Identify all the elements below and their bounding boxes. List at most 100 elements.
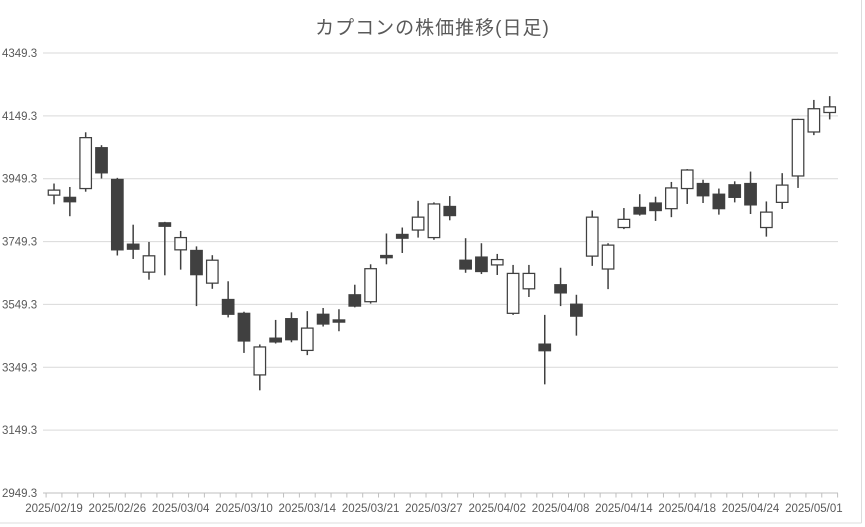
candle-body-bearish xyxy=(95,147,108,174)
candle-2025/04/01 xyxy=(475,243,488,275)
candle-body-bearish xyxy=(649,202,662,212)
x-tick-label: 2025/03/27 xyxy=(405,503,463,515)
candle-2025/03/18 xyxy=(332,309,346,332)
candle-2025/04/15 xyxy=(633,194,647,216)
candle-2025/03/05 xyxy=(190,246,203,307)
candle-body-bullish xyxy=(585,216,599,257)
candles xyxy=(47,96,837,391)
candle-body-bearish xyxy=(459,259,472,270)
candle-body-bullish xyxy=(775,184,789,204)
x-axis-ticks xyxy=(45,493,839,498)
candle-body-bearish xyxy=(332,319,346,323)
y-tick-label: 3149.3 xyxy=(2,425,37,437)
candle-body-bearish xyxy=(348,294,362,307)
candle-body-bearish xyxy=(158,222,172,227)
candle-2025/04/23 xyxy=(728,181,742,203)
candle-body-bearish xyxy=(63,196,77,203)
candle-body-bearish xyxy=(316,313,330,325)
candle-2025/02/27 xyxy=(126,224,140,259)
x-tick-label: 2025/03/04 xyxy=(152,503,210,515)
candle-body-bearish xyxy=(285,318,298,341)
candle-body-bullish xyxy=(617,218,631,229)
candle-body-bullish xyxy=(807,108,821,133)
candle-body-bullish xyxy=(791,118,805,177)
candle-2025/03/14 xyxy=(300,311,314,356)
candle-body-bearish xyxy=(728,184,742,198)
x-axis-labels: 2025/02/19 2025/02/26 2025/03/04 2025/03/10… xyxy=(25,503,842,515)
y-tick-label: 4149.3 xyxy=(2,111,37,123)
x-tick-label: 2025/03/10 xyxy=(215,503,273,515)
candle-2025/05/01 xyxy=(807,99,821,136)
x-tick-label: 2025/04/02 xyxy=(468,503,526,515)
chart-title: カプコンの株価推移(日足) xyxy=(315,18,550,39)
candle-body-bearish xyxy=(237,312,251,342)
candle-2025/03/25 xyxy=(395,227,409,253)
candle-2025/03/04 xyxy=(174,230,188,270)
x-tick-label: 2025/03/14 xyxy=(279,503,337,515)
candle-body-bullish xyxy=(427,203,441,239)
candle-2025/03/06 xyxy=(205,255,219,289)
candle-2025/03/17 xyxy=(316,307,330,327)
candle-body-bearish xyxy=(269,337,283,343)
candle-2025/04/16 xyxy=(649,196,662,221)
candle-2025/04/25 xyxy=(759,201,773,237)
candle-2025/03/07 xyxy=(221,281,235,318)
candle-2025/03/28 xyxy=(443,196,457,221)
y-tick-label: 3749.3 xyxy=(2,237,37,249)
x-tick-label: 2025/02/26 xyxy=(89,503,147,515)
candle-2025/03/24 xyxy=(380,233,393,265)
candle-body-bullish xyxy=(490,258,504,266)
candle-2025/03/19 xyxy=(348,284,362,308)
x-tick-label: 2025/04/24 xyxy=(722,503,780,515)
candle-body-bearish xyxy=(554,284,567,294)
candle-body-bearish xyxy=(380,254,393,259)
candle-2025/04/03 xyxy=(506,264,520,315)
candle-2025/04/11 xyxy=(601,243,615,290)
candle-body-bearish xyxy=(744,182,757,206)
candle-2025/03/10 xyxy=(237,311,251,353)
candle-body-bullish xyxy=(174,236,188,251)
x-tick-label: 2025/04/08 xyxy=(532,503,590,515)
candle-2025/04/09 xyxy=(570,294,583,336)
candle-2025/04/24 xyxy=(744,171,757,215)
candle-2025/04/07 xyxy=(538,314,552,385)
candle-body-bullish xyxy=(680,169,694,190)
candle-2025/02/19 xyxy=(47,183,61,205)
candle-2025/03/03 xyxy=(158,221,172,276)
candle-2025/03/31 xyxy=(459,238,472,273)
candle-body-bullish xyxy=(142,255,156,273)
y-tick-label: 2949.3 xyxy=(2,488,37,500)
x-tick-label: 2025/03/21 xyxy=(342,503,400,515)
candle-body-bullish xyxy=(506,272,520,314)
x-tick-label: 2025/05/01 xyxy=(785,503,843,515)
x-tick-label: 2025/02/19 xyxy=(25,503,83,515)
candle-2025/05/02 xyxy=(823,96,837,120)
candle-body-bullish xyxy=(759,211,773,229)
candle-body-bearish xyxy=(696,182,710,197)
candle-2025/03/13 xyxy=(285,312,298,343)
candle-body-bearish xyxy=(475,256,488,273)
y-tick-label: 3549.3 xyxy=(2,299,37,311)
candle-body-bearish xyxy=(395,233,409,239)
candle-2025/02/20 xyxy=(63,186,77,217)
candle-2025/02/26 xyxy=(110,177,124,256)
candle-body-bearish xyxy=(221,298,235,315)
candle-body-bearish xyxy=(633,206,647,215)
y-tick-label: 3949.3 xyxy=(2,174,37,186)
candle-2025/04/08 xyxy=(554,267,567,307)
candle-2025/04/04 xyxy=(522,264,536,297)
candle-body-bullish xyxy=(205,259,219,284)
candle-body-bullish xyxy=(601,244,615,270)
candle-body-bullish xyxy=(522,272,536,290)
candle-2025/04/21 xyxy=(696,179,710,204)
candle-2025/04/10 xyxy=(585,210,599,266)
candle-2025/04/17 xyxy=(665,181,678,218)
candle-body-bullish xyxy=(665,187,678,210)
candle-2025/03/27 xyxy=(427,202,441,240)
candle-body-bullish xyxy=(79,137,93,190)
candle-2025/04/02 xyxy=(490,253,504,275)
candle-body-bullish xyxy=(823,106,837,114)
candle-body-bullish xyxy=(411,216,425,231)
